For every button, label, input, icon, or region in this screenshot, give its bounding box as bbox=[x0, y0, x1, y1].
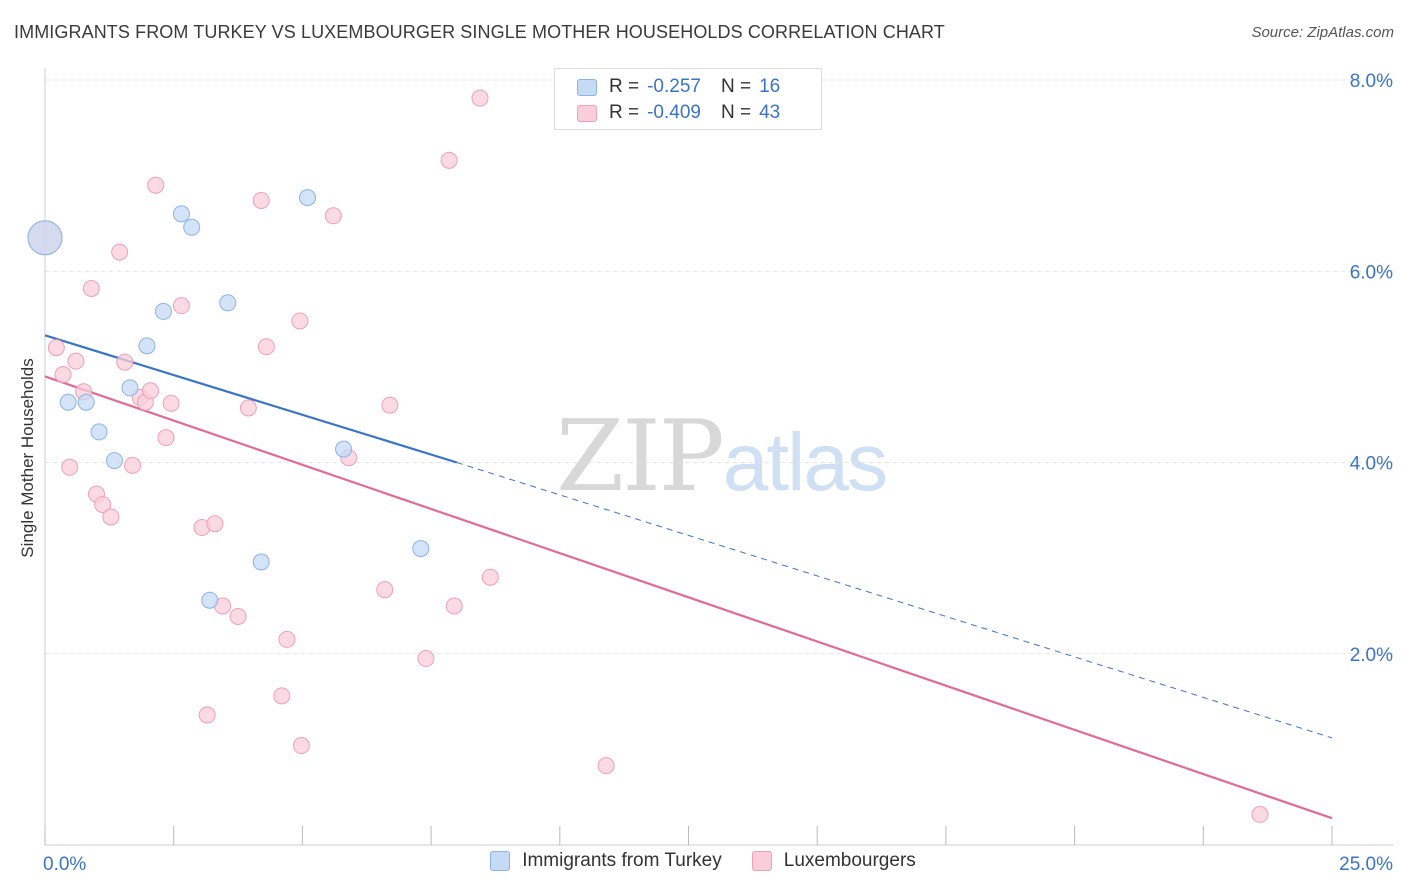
data-points bbox=[27, 89, 1269, 823]
legend-swatch-turkey bbox=[490, 851, 511, 871]
chart-source[interactable]: Source: ZipAtlas.com bbox=[1251, 24, 1394, 41]
data-point-turkey bbox=[77, 393, 95, 411]
data-point-luxembourgers bbox=[54, 366, 72, 384]
chart-title: IMMIGRANTS FROM TURKEY VS LUXEMBOURGER S… bbox=[14, 22, 945, 42]
axes bbox=[44, 68, 1393, 846]
y-tick-label: 2.0% bbox=[1350, 645, 1393, 666]
data-point-turkey bbox=[335, 440, 353, 458]
series-legend: Immigrants from Turkey Luxembourgers bbox=[0, 850, 1406, 872]
data-point-luxembourgers bbox=[471, 89, 489, 107]
trend-line-turkey bbox=[44, 334, 458, 464]
y-tick-label: 8.0% bbox=[1350, 71, 1393, 92]
data-point-luxembourgers bbox=[172, 297, 190, 315]
data-point-luxembourgers bbox=[417, 650, 435, 668]
legend-swatch-turkey bbox=[577, 78, 597, 96]
legend-label-luxembourgers: Luxembourgers bbox=[783, 850, 916, 871]
data-point-luxembourgers bbox=[147, 176, 165, 194]
data-point-luxembourgers bbox=[1251, 805, 1269, 823]
data-point-luxembourgers bbox=[292, 737, 310, 755]
legend-item-turkey[interactable]: Immigrants from Turkey bbox=[490, 850, 722, 872]
legend-r-value: -0.409 bbox=[647, 102, 701, 123]
legend-swatch-luxembourgers bbox=[577, 104, 597, 122]
watermark: ZIPatlas bbox=[556, 400, 888, 514]
trend-line-luxembourgers bbox=[44, 375, 1333, 820]
x-tick-label: 0.0% bbox=[43, 854, 86, 875]
data-point-turkey bbox=[59, 393, 77, 411]
data-point-turkey bbox=[105, 452, 123, 470]
data-point-luxembourgers bbox=[257, 338, 275, 356]
data-point-luxembourgers bbox=[376, 581, 394, 599]
data-point-luxembourgers bbox=[273, 687, 291, 705]
data-point-turkey bbox=[121, 379, 139, 397]
data-point-turkey bbox=[201, 591, 219, 609]
data-point-luxembourgers bbox=[157, 429, 175, 447]
data-point-luxembourgers bbox=[124, 456, 142, 474]
data-point-turkey bbox=[27, 220, 63, 256]
legend-r-label: R = bbox=[609, 102, 640, 123]
x-tick-label: 25.0% bbox=[1339, 854, 1393, 875]
data-point-luxembourgers bbox=[116, 353, 134, 371]
data-point-luxembourgers bbox=[445, 597, 463, 615]
legend-item-luxembourgers[interactable]: Luxembourgers bbox=[751, 850, 916, 872]
watermark-zip: ZIP bbox=[556, 400, 725, 514]
trend-lines bbox=[44, 334, 1333, 820]
legend-n-label: N = bbox=[720, 76, 752, 97]
data-point-luxembourgers bbox=[61, 458, 79, 476]
data-point-luxembourgers bbox=[162, 394, 180, 412]
legend-n-value: 43 bbox=[759, 102, 781, 123]
data-point-turkey bbox=[90, 423, 108, 441]
data-point-luxembourgers bbox=[82, 279, 100, 297]
data-point-turkey bbox=[172, 205, 190, 223]
data-point-luxembourgers bbox=[142, 382, 160, 400]
legend-n-value: 16 bbox=[759, 76, 781, 97]
tick-labels: 2.0% 4.0% 6.0% 8.0% 0.0% 25.0% bbox=[43, 71, 1393, 875]
trend-line-extension bbox=[456, 462, 1333, 739]
legend-n-label: N = bbox=[720, 102, 752, 123]
data-point-luxembourgers bbox=[111, 243, 129, 261]
legend-label-turkey: Immigrants from Turkey bbox=[522, 850, 722, 871]
legend-r-label: R = bbox=[609, 76, 640, 97]
data-point-luxembourgers bbox=[94, 496, 112, 514]
data-point-luxembourgers bbox=[481, 568, 499, 586]
data-point-luxembourgers bbox=[381, 396, 399, 414]
data-point-luxembourgers bbox=[440, 151, 458, 169]
data-point-luxembourgers bbox=[252, 191, 270, 209]
data-point-turkey bbox=[219, 294, 237, 312]
data-point-luxembourgers bbox=[278, 630, 296, 648]
data-point-luxembourgers bbox=[206, 515, 224, 533]
grid-lines bbox=[45, 79, 1393, 655]
data-point-turkey bbox=[412, 540, 430, 558]
data-point-turkey bbox=[154, 302, 172, 320]
data-point-luxembourgers bbox=[102, 508, 120, 526]
data-point-luxembourgers bbox=[291, 312, 309, 330]
data-point-luxembourgers bbox=[47, 339, 65, 357]
data-point-luxembourgers bbox=[229, 607, 247, 625]
y-tick-label: 4.0% bbox=[1350, 454, 1393, 475]
data-point-turkey bbox=[138, 337, 156, 355]
data-point-luxembourgers bbox=[597, 757, 615, 775]
data-point-turkey bbox=[299, 189, 317, 207]
legend-row-luxembourgers: R = -0.409 N = 43 bbox=[577, 100, 780, 126]
y-tick-label: 6.0% bbox=[1350, 262, 1393, 283]
data-point-turkey bbox=[183, 218, 201, 236]
correlation-legend: R = -0.257 N = 16 R = -0.409 N = 43 bbox=[554, 68, 822, 130]
legend-r-value: -0.257 bbox=[647, 76, 701, 97]
legend-row-turkey: R = -0.257 N = 16 bbox=[577, 74, 780, 100]
legend-swatch-luxembourgers bbox=[751, 851, 772, 871]
data-point-luxembourgers bbox=[67, 352, 85, 370]
data-point-luxembourgers bbox=[198, 706, 216, 724]
data-point-turkey bbox=[252, 553, 270, 571]
data-point-luxembourgers bbox=[239, 399, 257, 417]
data-point-luxembourgers bbox=[324, 207, 342, 225]
